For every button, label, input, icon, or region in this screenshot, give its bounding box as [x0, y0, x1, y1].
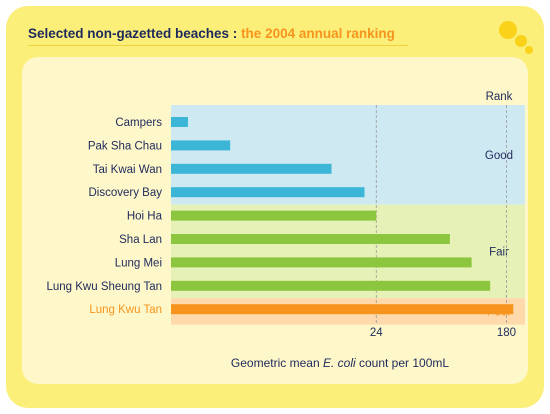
- title-main-text: Selected non-gazetted beaches :: [28, 26, 242, 41]
- bar-pak-sha-chau: [171, 140, 231, 151]
- bar-sha-lan: [171, 234, 450, 244]
- bar-discovery-bay: [171, 187, 365, 198]
- bar-hoi-ha: [171, 210, 377, 221]
- category-label: Pak Sha Chau: [88, 140, 162, 152]
- x-tick-label: 24: [370, 327, 383, 339]
- decor-dot-large: [499, 21, 517, 39]
- bar-tai-kwai-wan: [171, 163, 332, 174]
- bar-lung-mei: [171, 257, 472, 268]
- category-label: Discovery Bay: [89, 187, 163, 199]
- bar-campers: [171, 117, 188, 127]
- title-underline: [28, 45, 408, 46]
- x-axis-label-em: E. coli: [322, 356, 356, 370]
- x-tick-label: 180: [497, 327, 516, 339]
- category-label: Lung Mei: [115, 257, 162, 269]
- category-label: Tai Kwai Wan: [93, 164, 162, 176]
- decor-dot-medium: [515, 35, 527, 47]
- rank-label-fair: Fair: [489, 246, 509, 258]
- title-accent-text: the 2004 annual ranking: [241, 26, 395, 41]
- category-label: Lung Kwu Sheung Tan: [46, 281, 162, 293]
- category-label: Campers: [115, 117, 162, 129]
- rank-header: Rank: [486, 91, 513, 103]
- x-axis-label: Geometric mean E. coli count per 100mL: [0, 356, 550, 370]
- category-label: Hoi Ha: [127, 211, 163, 223]
- bar-lung-kwu-sheung-tan: [171, 280, 491, 291]
- chart-title: Selected non-gazetted beaches : the 2004…: [28, 26, 395, 41]
- decor-dot-small: [525, 46, 533, 54]
- x-axis-label-pre: Geometric mean: [230, 356, 323, 370]
- rank-label-good: Good: [485, 150, 513, 162]
- bar-lung-kwu-tan: [171, 304, 514, 315]
- category-label: Sha Lan: [119, 234, 162, 246]
- x-axis-label-post: count per 100mL: [355, 356, 450, 370]
- category-label: Lung Kwu Tan: [89, 304, 162, 316]
